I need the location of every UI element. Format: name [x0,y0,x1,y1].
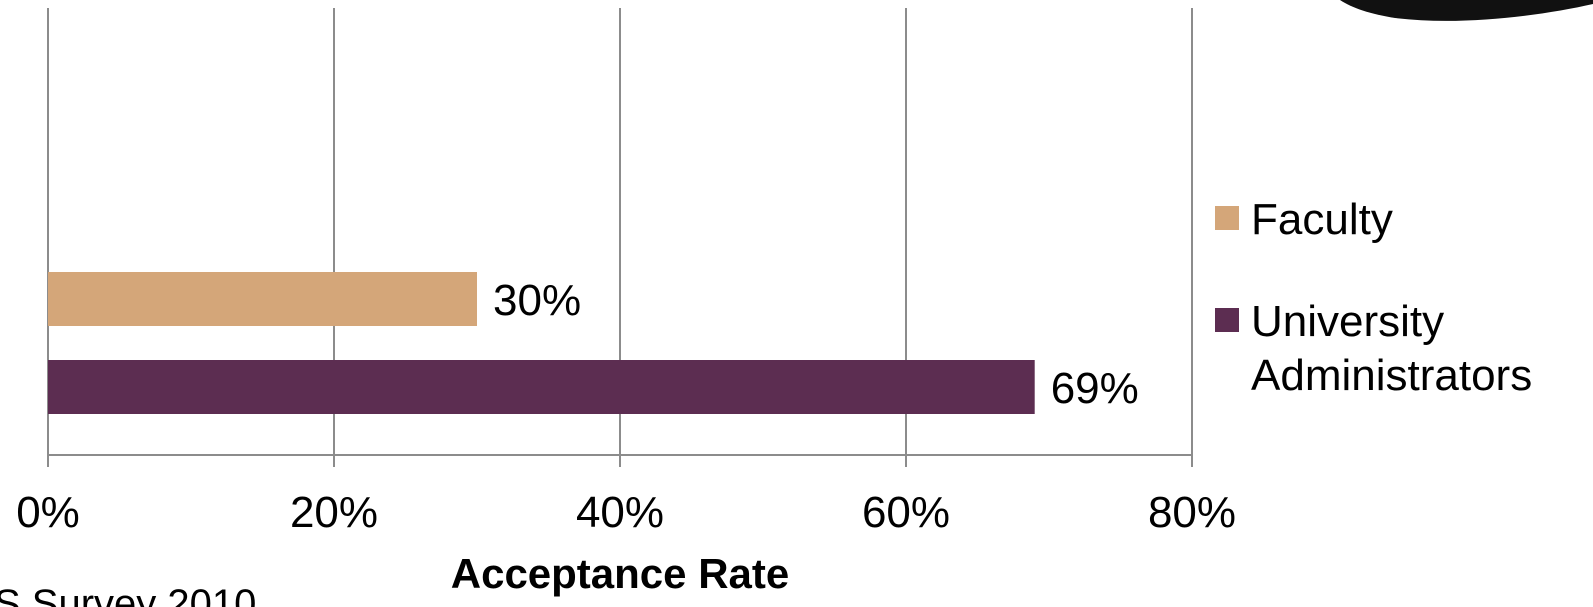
x-tick-label-40: 40% [576,488,664,537]
legend: Faculty University Administrators [1215,195,1532,400]
x-tick-label-0: 0% [16,488,80,537]
legend-label-university-administrators: University Administrators [1251,297,1532,400]
corner-decoration [1340,0,1593,21]
bar-faculty [48,272,477,326]
x-tick-label-20: 20% [290,488,378,537]
x-tick-label-80: 80% [1148,488,1236,537]
data-label-university-administrators: 69% [1051,364,1139,413]
legend-swatch-faculty [1215,206,1239,230]
data-labels: 30% 69% [493,276,1139,413]
bar-university-administrators [48,360,1035,414]
x-tick-label-60: 60% [862,488,950,537]
footnote: S Survey 2010 [0,582,256,607]
bars [48,272,1035,414]
legend-label-faculty: Faculty [1251,195,1393,244]
x-axis: 0% 20% 40% 60% 80% [16,454,1236,537]
data-label-faculty: 30% [493,276,581,325]
x-axis-title: Acceptance Rate [451,550,789,597]
legend-swatch-university-administrators [1215,308,1239,332]
